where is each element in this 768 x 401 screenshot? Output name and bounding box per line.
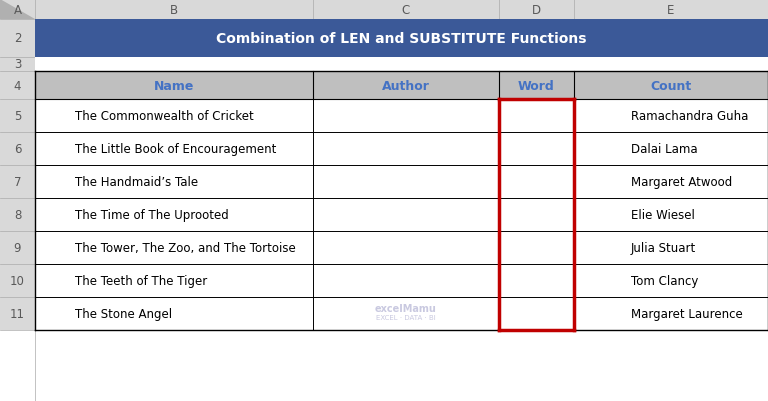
Bar	[499, 72, 574, 100]
Polygon shape	[0, 0, 35, 20]
Text: The Little Book of Encouragement: The Little Book of Encouragement	[75, 143, 276, 156]
Bar	[0, 0, 768, 20]
Text: excelMamu: excelMamu	[375, 304, 437, 314]
Text: C: C	[402, 4, 410, 16]
Bar	[0, 264, 35, 297]
Text: 6: 6	[14, 143, 22, 156]
Bar	[0, 297, 35, 330]
Text: 8: 8	[14, 209, 22, 221]
Text: Combination of LEN and SUBSTITUTE Functions: Combination of LEN and SUBSTITUTE Functi…	[217, 32, 587, 46]
Text: The Handmaid’s Tale: The Handmaid’s Tale	[75, 176, 198, 188]
Bar	[35, 58, 768, 72]
Bar	[0, 20, 35, 58]
Bar	[35, 198, 768, 231]
Text: The Stone Angel: The Stone Angel	[75, 307, 172, 320]
Bar	[35, 72, 313, 100]
Text: Elie Wiesel: Elie Wiesel	[631, 209, 695, 221]
Bar	[0, 198, 35, 231]
Text: 11: 11	[10, 307, 25, 320]
Text: The Tower, The Zoo, and The Tortoise: The Tower, The Zoo, and The Tortoise	[75, 241, 296, 254]
Bar	[35, 231, 768, 264]
Bar	[313, 72, 499, 100]
Text: 4: 4	[14, 79, 22, 92]
Bar	[35, 133, 768, 166]
Bar	[0, 166, 35, 198]
Text: A: A	[14, 4, 22, 16]
Text: E: E	[667, 4, 674, 16]
Text: Word: Word	[518, 79, 554, 92]
Text: EXCEL · DATA · BI: EXCEL · DATA · BI	[376, 315, 436, 321]
Bar	[35, 264, 768, 297]
Text: Dalai Lama: Dalai Lama	[631, 143, 697, 156]
Bar	[0, 58, 35, 72]
Bar	[35, 20, 768, 58]
Bar	[35, 100, 768, 133]
Bar	[0, 72, 35, 100]
Text: D: D	[532, 4, 541, 16]
Bar	[0, 100, 35, 133]
Text: 7: 7	[14, 176, 22, 188]
Text: 10: 10	[10, 274, 25, 287]
Bar	[35, 166, 768, 198]
Text: Tom Clancy: Tom Clancy	[631, 274, 698, 287]
Bar	[0, 133, 35, 166]
Bar	[0, 231, 35, 264]
Text: The Commonwealth of Cricket: The Commonwealth of Cricket	[75, 110, 253, 123]
Text: Ramachandra Guha: Ramachandra Guha	[631, 110, 748, 123]
Text: Count: Count	[650, 79, 692, 92]
Text: Margaret Laurence: Margaret Laurence	[631, 307, 743, 320]
Text: 5: 5	[14, 110, 22, 123]
Text: The Time of The Uprooted: The Time of The Uprooted	[75, 209, 229, 221]
Bar	[574, 72, 768, 100]
Text: 2: 2	[14, 32, 22, 45]
Text: Author: Author	[382, 79, 430, 92]
Text: The Teeth of The Tiger: The Teeth of The Tiger	[75, 274, 207, 287]
Text: Margaret Atwood: Margaret Atwood	[631, 176, 732, 188]
Text: 3: 3	[14, 59, 22, 71]
Text: 9: 9	[14, 241, 22, 254]
Text: B: B	[170, 4, 178, 16]
Bar	[35, 297, 768, 330]
Text: Julia Stuart: Julia Stuart	[631, 241, 697, 254]
Text: Name: Name	[154, 79, 194, 92]
